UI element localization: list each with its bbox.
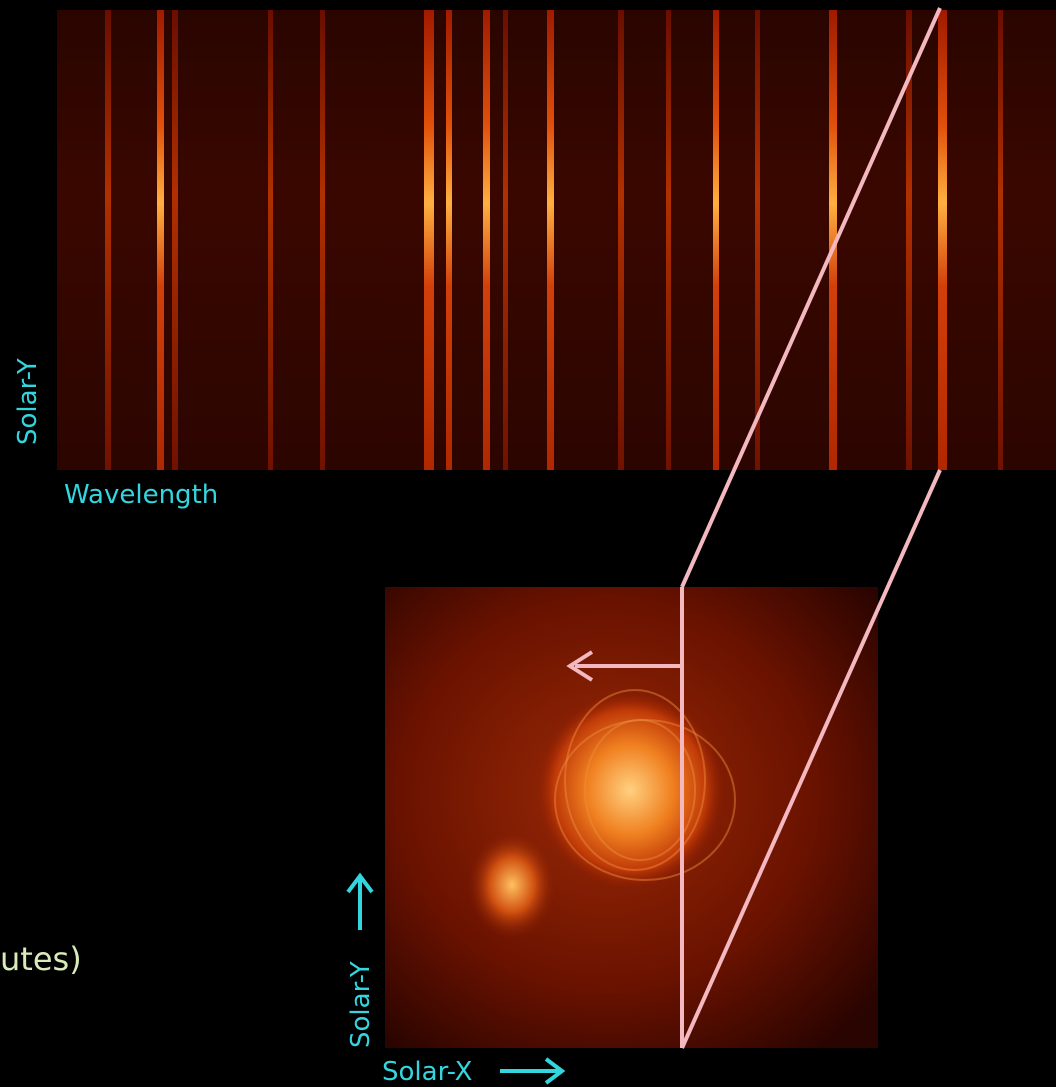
bright-region [467,830,557,940]
page: Solar-Y Wavelength Solar-Y Solar-X utes)… [0,0,1056,1087]
spectral-line [268,10,273,470]
spectral-line [105,10,111,470]
spectral-line [483,10,490,470]
spectral-line [755,10,760,470]
y-axis-label: Solar-Y [13,358,43,445]
active-region [535,690,725,890]
caption-fragment: utes) [0,940,82,978]
spectral-line [713,10,719,470]
spectral-line [503,10,508,470]
spectral-line [618,10,624,470]
image-y-label: Solar-Y [346,961,376,1048]
image-x-label: Solar-X [382,1057,473,1087]
spectral-line [157,10,164,470]
spectral-line [666,10,671,470]
x-axis-label: Wavelength [64,480,218,510]
figure: Solar-Y Wavelength Solar-Y Solar-X utes) [0,0,1056,1087]
spectral-line [320,10,325,470]
y-arrow [348,876,372,930]
spectral-line [547,10,554,470]
spectral-line [446,10,452,470]
spectral-line [938,10,947,470]
spectral-line [172,10,178,470]
spectral-line [998,10,1003,470]
spectral-line [424,10,434,470]
x-arrow [500,1059,562,1083]
